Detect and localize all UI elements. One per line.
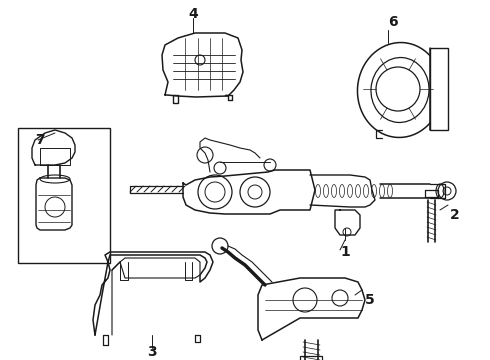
Text: 4: 4 (188, 7, 198, 21)
Text: 1: 1 (340, 245, 350, 259)
Text: 3: 3 (147, 345, 157, 359)
Bar (18, 128, 110, 263)
Text: 7: 7 (35, 133, 45, 147)
Text: 5: 5 (365, 293, 375, 307)
Bar (430, 48, 448, 130)
Text: 2: 2 (450, 208, 460, 222)
Bar (300, 356, 322, 360)
Text: 6: 6 (388, 15, 398, 29)
